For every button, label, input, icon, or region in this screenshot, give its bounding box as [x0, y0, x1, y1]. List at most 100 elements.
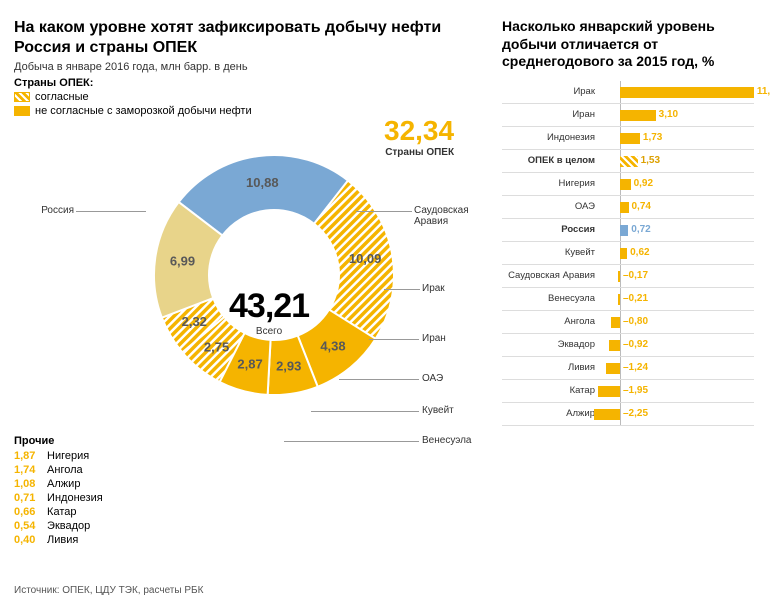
- bar-value: –1,24: [623, 362, 648, 373]
- bar-label: Алжир: [502, 408, 600, 419]
- right-panel: Насколько январский уровень добычи отлич…: [494, 18, 754, 525]
- slice-value: 10,09: [349, 251, 382, 266]
- others-row: 0,66 Катар: [14, 506, 103, 518]
- bar-row: Кувейт 0,62: [502, 242, 754, 265]
- bar-value: 1,53: [641, 155, 660, 166]
- opec-total-value: 32,34: [384, 115, 454, 147]
- bar-row: Венесуэла –0,21: [502, 288, 754, 311]
- bar-fill: [611, 317, 620, 328]
- bar-label: Индонезия: [502, 132, 600, 143]
- bar-label: Ливия: [502, 362, 600, 373]
- bar-fill: [620, 110, 656, 121]
- bar-label: Эквадор: [502, 339, 600, 350]
- bar-value: –0,92: [623, 339, 648, 350]
- bar-label: Кувейт: [502, 247, 600, 258]
- bar-fill: [620, 179, 631, 190]
- bar-label: Россия: [502, 224, 600, 235]
- callout-venezuela: Венесуэла: [422, 435, 471, 446]
- bar-label: Нигерия: [502, 178, 600, 189]
- bar-label: Катар: [502, 385, 600, 396]
- slice-value: 2,75: [204, 339, 229, 354]
- bar-value: 11,64: [757, 86, 770, 97]
- bar-value: –0,80: [623, 316, 648, 327]
- others-header: Прочие: [14, 435, 103, 447]
- swatch-solid-icon: [14, 106, 30, 116]
- bar-fill: [620, 248, 627, 259]
- left-panel: На каком уровне хотят зафиксировать добы…: [14, 18, 494, 525]
- callout-iran: Иран: [422, 333, 446, 344]
- bar-fill: [594, 409, 620, 420]
- main-title: На каком уровне хотят зафиксировать добы…: [14, 18, 494, 58]
- bar-row: Алжир –2,25: [502, 403, 754, 426]
- swatch-hatched-icon: [14, 92, 30, 102]
- center-value: 43,21: [229, 287, 309, 326]
- legend-agree-label: согласные: [35, 91, 89, 103]
- bar-fill: [620, 133, 640, 144]
- callout-iraq: Ирак: [422, 283, 445, 294]
- bar-row: Эквадор –0,92: [502, 334, 754, 357]
- right-title: Насколько январский уровень добычи отлич…: [502, 18, 754, 71]
- bar-value: 0,74: [632, 201, 651, 212]
- bar-row: Ангола –0,80: [502, 311, 754, 334]
- bar-label: ОПЕК в целом: [502, 155, 600, 166]
- bar-fill: [609, 340, 620, 351]
- bar-value: 0,72: [631, 224, 650, 235]
- subtitle: Добыча в январе 2016 года, млн барр. в д…: [14, 61, 494, 73]
- others-row: 0,71 Индонезия: [14, 492, 103, 504]
- bar-value: 3,10: [659, 109, 678, 120]
- others-row: 1,87 Нигерия: [14, 450, 103, 462]
- bar-row: ОАЭ 0,74: [502, 196, 754, 219]
- bar-fill: [620, 225, 628, 236]
- source-text: Источник: ОПЕК, ЦДУ ТЭК, расчеты РБК: [14, 585, 203, 596]
- legend-disagree-label: не согласные с заморозкой добычи нефти: [35, 105, 252, 117]
- legend-agree: согласные: [14, 91, 494, 103]
- bar-label: Ангола: [502, 316, 600, 327]
- center-label: Всего: [229, 326, 309, 337]
- callout-russia: Россия: [14, 205, 74, 216]
- bar-row: ОПЕК в целом 1,53: [502, 150, 754, 173]
- bar-row: Индонезия 1,73: [502, 127, 754, 150]
- others-row: 1,08 Алжир: [14, 478, 103, 490]
- bar-chart: Ирак11,64Иран3,10Индонезия1,73ОПЕК в цел…: [502, 81, 754, 426]
- bar-value: –2,25: [623, 408, 648, 419]
- bar-value: 0,62: [630, 247, 649, 258]
- bar-fill: [620, 87, 754, 98]
- bar-value: 0,92: [634, 178, 653, 189]
- slice-value: 2,32: [182, 314, 207, 329]
- bar-fill: [620, 156, 638, 167]
- slice-value: 10,88: [246, 175, 279, 190]
- callout-uae: ОАЭ: [422, 373, 443, 384]
- donut-svg: 10,8810,094,382,932,872,752,326,99: [144, 145, 404, 405]
- bar-value: 1,73: [643, 132, 662, 143]
- bar-label: Иран: [502, 109, 600, 120]
- callout-saudi: Саудовская Аравия: [414, 205, 484, 227]
- others-list: Прочие 1,87 Нигерия 1,74 Ангола 1,08 Алжир…: [14, 435, 103, 548]
- bar-fill: [606, 363, 620, 374]
- bar-label: ОАЭ: [502, 201, 600, 212]
- others-row: 0,54 Эквадор: [14, 520, 103, 532]
- bar-row: Катар –1,95: [502, 380, 754, 403]
- bar-row: Саудовская Аравия –0,17: [502, 265, 754, 288]
- callout-kuwait: Кувейт: [422, 405, 454, 416]
- donut-chart: 32,34 Страны ОПЕК 10,8810,094,382,932,87…: [14, 125, 484, 525]
- slice-value: 2,87: [237, 356, 262, 371]
- bar-fill: [618, 271, 620, 282]
- bar-row: Иран 3,10: [502, 104, 754, 127]
- center-total: 43,21 Всего: [229, 287, 309, 337]
- bar-label: Саудовская Аравия: [502, 270, 600, 281]
- bar-value: –0,17: [623, 270, 648, 281]
- others-row: 1,74 Ангола: [14, 464, 103, 476]
- slice-value: 6,99: [170, 254, 195, 269]
- bar-row: Нигерия 0,92: [502, 173, 754, 196]
- bar-label: Венесуэла: [502, 293, 600, 304]
- bar-value: –0,21: [623, 293, 648, 304]
- bar-row: Ливия –1,24: [502, 357, 754, 380]
- bar-value: –1,95: [623, 385, 648, 396]
- bar-fill: [618, 294, 620, 305]
- others-row: 0,40 Ливия: [14, 534, 103, 546]
- bar-fill: [598, 386, 620, 397]
- bar-label: Ирак: [502, 86, 600, 97]
- bar-row: Россия 0,72: [502, 219, 754, 242]
- legend-header: Страны ОПЕК:: [14, 77, 494, 89]
- slice-value: 2,93: [276, 358, 301, 373]
